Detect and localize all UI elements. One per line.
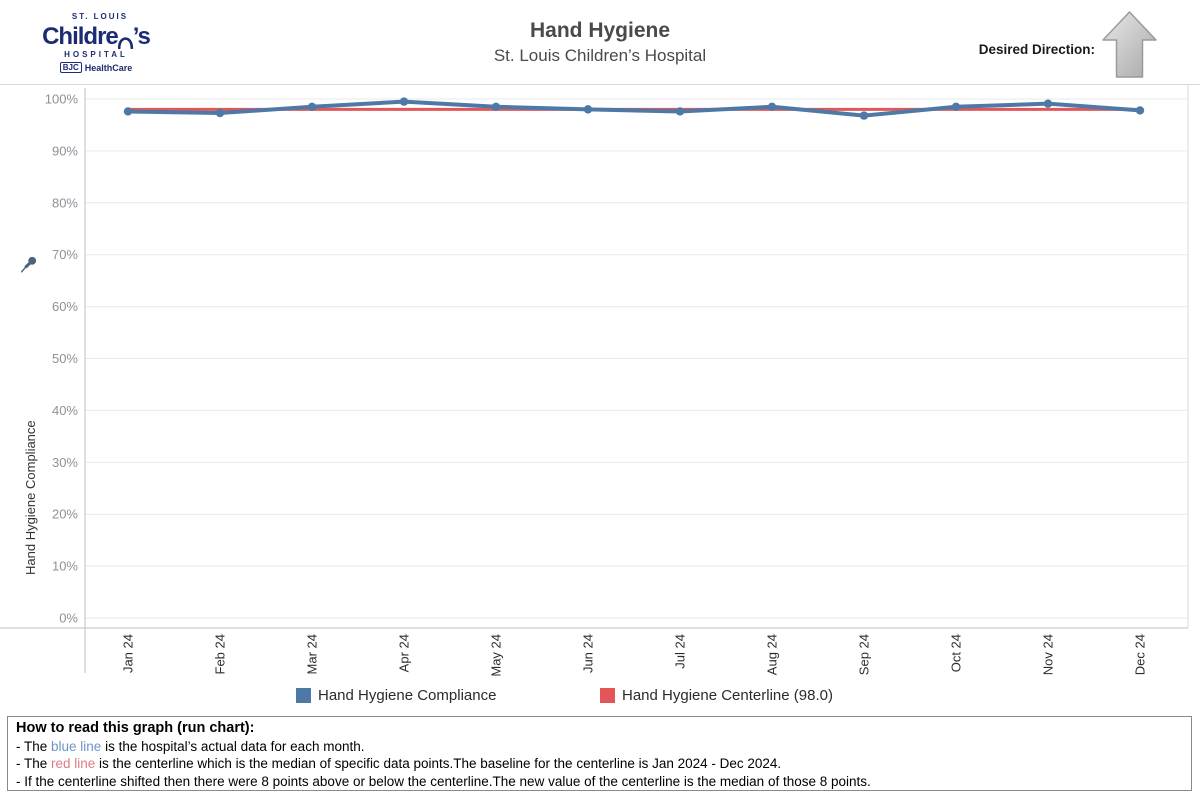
svg-text:0%: 0% xyxy=(59,611,78,626)
legend-swatch-blue xyxy=(296,688,311,703)
svg-text:Aug 24: Aug 24 xyxy=(765,634,780,675)
svg-text:70%: 70% xyxy=(52,247,78,262)
svg-text:10%: 10% xyxy=(52,559,78,574)
notes-line-blue: - The blue line is the hospital’s actual… xyxy=(16,738,365,754)
svg-text:50%: 50% xyxy=(52,351,78,366)
pin-icon[interactable] xyxy=(20,256,38,274)
arrow-up-icon xyxy=(1102,11,1157,78)
svg-text:Feb 24: Feb 24 xyxy=(213,634,228,674)
red-line-term: red line xyxy=(51,756,96,771)
legend-item-compliance[interactable]: Hand Hygiene Compliance xyxy=(296,687,496,704)
svg-text:May 24: May 24 xyxy=(489,634,504,677)
svg-text:Apr 24: Apr 24 xyxy=(397,634,412,672)
svg-text:Sep 24: Sep 24 xyxy=(857,634,872,675)
svg-text:90%: 90% xyxy=(52,143,78,158)
how-to-read-notes: How to read this graph (run chart): - Th… xyxy=(7,716,1192,791)
notes-line-shift: - If the centerline shifted then there w… xyxy=(16,773,871,789)
legend-swatch-red xyxy=(600,688,615,703)
hospital-logo: ST. LOUIS Childre ’s HOSPITAL BJC Health… xyxy=(36,12,156,73)
svg-text:100%: 100% xyxy=(45,92,79,107)
svg-text:Jun 24: Jun 24 xyxy=(581,634,596,673)
svg-text:20%: 20% xyxy=(52,507,78,522)
page-title: Hand Hygiene xyxy=(529,19,671,42)
logo-hospital: HOSPITAL xyxy=(64,50,128,59)
svg-text:Jul 24: Jul 24 xyxy=(673,634,688,669)
logo-name: Childre ’s xyxy=(42,23,151,50)
svg-text:Oct 24: Oct 24 xyxy=(949,634,964,672)
title-block: Hand Hygiene St. Louis Children’s Hospit… xyxy=(0,18,1200,68)
svg-text:Dec 24: Dec 24 xyxy=(1133,634,1148,675)
logo-bjc: BJC HealthCare xyxy=(36,62,156,73)
legend-label: Hand Hygiene Centerline (98.0) xyxy=(622,687,833,704)
page-subtitle: St. Louis Children’s Hospital xyxy=(493,46,707,65)
svg-text:40%: 40% xyxy=(52,403,78,418)
svg-text:60%: 60% xyxy=(52,299,78,314)
header: ST. LOUIS Childre ’s HOSPITAL BJC Health… xyxy=(0,0,1200,85)
svg-text:Mar 24: Mar 24 xyxy=(305,634,320,674)
svg-text:30%: 30% xyxy=(52,455,78,470)
desired-direction-label: Desired Direction: xyxy=(978,42,1095,57)
svg-text:80%: 80% xyxy=(52,195,78,210)
legend-item-centerline[interactable]: Hand Hygiene Centerline (98.0) xyxy=(600,687,833,704)
gateway-arch-icon xyxy=(117,37,133,49)
run-chart-plot[interactable]: 0% 10% 20% 30% 40% 50% 60% 70% 80% 90% 100% Jan 24 F… xyxy=(0,85,1200,677)
svg-text:Jan 24: Jan 24 xyxy=(121,634,136,673)
blue-line-term: blue line xyxy=(51,738,102,754)
legend-label: Hand Hygiene Compliance xyxy=(318,687,497,704)
svg-text:Nov 24: Nov 24 xyxy=(1041,634,1056,675)
logo-st-louis: ST. LOUIS xyxy=(71,12,129,21)
notes-heading: How to read this graph (run chart): xyxy=(16,720,255,736)
notes-line-red: - The red line is the centerline which i… xyxy=(16,756,782,771)
header-separator xyxy=(0,84,1200,85)
